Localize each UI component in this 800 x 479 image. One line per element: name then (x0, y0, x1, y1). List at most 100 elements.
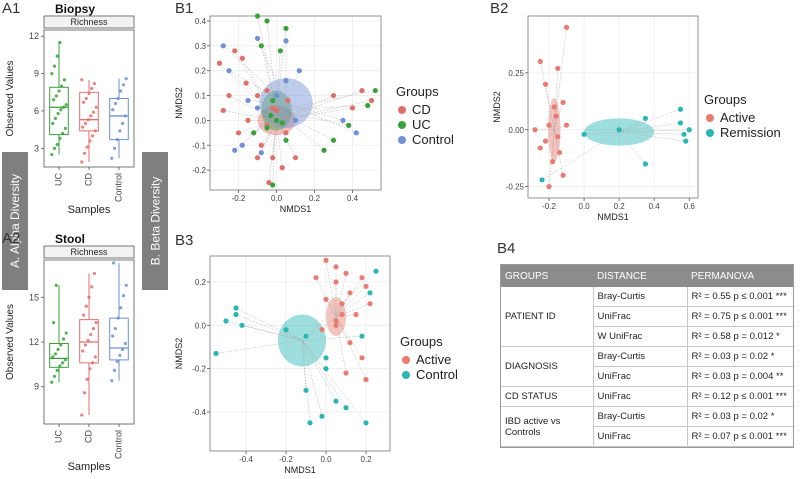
data-point (82, 100, 86, 104)
spider-line (257, 95, 277, 121)
distance-cell: UniFrac (593, 366, 688, 387)
point-uc (264, 125, 270, 131)
point-control (343, 405, 349, 411)
data-point (54, 283, 58, 287)
point-uc (270, 182, 276, 188)
data-point (93, 129, 97, 133)
data-point (82, 151, 87, 155)
data-point (53, 116, 58, 121)
data-point (61, 337, 66, 341)
point-active (363, 283, 369, 289)
spider-line (335, 314, 357, 317)
point-active (560, 99, 566, 106)
data-point (63, 358, 67, 362)
spider-line (276, 110, 287, 141)
spider-line (335, 316, 347, 374)
table-row: DIAGNOSIS Bray-Curtis R² = 0.03 p = 0.02 * (501, 346, 793, 387)
point-active (313, 275, 319, 281)
point-cd (254, 92, 261, 99)
beta-diversity-tab: B. Beta Diversity (142, 152, 168, 290)
spider-line (276, 110, 349, 126)
col-header-groups: GROUPS (501, 265, 593, 287)
point-active (333, 279, 339, 285)
spider-line (301, 335, 363, 341)
x-tick-label: UC (53, 173, 63, 186)
data-point (86, 118, 90, 122)
permanova-cell: R² = 0.75 p ≤ 0.001 *** (687, 306, 793, 327)
y-tick-label: -0.4 (192, 408, 206, 417)
legend-swatch-cd (398, 106, 406, 114)
point-active (339, 311, 345, 318)
spider-line (619, 122, 681, 133)
spider-line (618, 131, 646, 165)
spider-line (301, 340, 323, 417)
x-tick-label: CD (83, 430, 93, 443)
legend-swatch-remission (706, 129, 714, 137)
distance-cell: UniFrac (593, 426, 688, 447)
point-active (532, 127, 538, 133)
point-active (333, 322, 339, 328)
point-active (553, 113, 559, 119)
x-axis-title: Samples (68, 461, 111, 473)
spider-line (619, 131, 686, 142)
point-uc (321, 147, 327, 153)
data-point (88, 139, 92, 143)
point-cd (266, 179, 272, 186)
x-tick-label: 0.0 (579, 202, 591, 211)
spider-line (325, 260, 337, 317)
spider-line (241, 325, 303, 341)
point-control (239, 322, 245, 328)
data-point (81, 125, 85, 129)
table-row: UniFrac R² = 0.07 p ≤ 0.001 *** (501, 426, 793, 447)
data-point (53, 352, 58, 356)
spider-line (276, 120, 283, 168)
point-active (537, 58, 543, 65)
box-cd (79, 319, 99, 364)
y-tick-label: -0.25 (506, 183, 525, 192)
point-cd (243, 80, 249, 86)
x-tick-label: 0.4 (649, 202, 661, 211)
x-tick-label: 0.2 (360, 455, 372, 464)
point-control (273, 92, 280, 99)
data-point (123, 341, 127, 346)
permanova-cell: R² = 0.03 p = 0.004 ** (687, 366, 793, 387)
point-active (542, 81, 549, 87)
data-point (91, 361, 95, 365)
point-control (363, 420, 369, 426)
spider-line (301, 340, 367, 423)
spider-line (276, 120, 296, 158)
point-active (551, 104, 557, 110)
x-tick-label: -0.2 (542, 202, 556, 211)
point-uc (268, 112, 274, 119)
data-point (116, 316, 120, 320)
data-point (61, 361, 65, 365)
data-point (50, 71, 54, 76)
data-point (94, 105, 98, 109)
point-active (323, 296, 329, 302)
table-row: UniFrac R² = 0.03 p = 0.004 ** (501, 366, 793, 387)
spider-line (301, 340, 337, 402)
y-axis-title: NMDS2 (174, 87, 184, 119)
legend-swatch-uc (398, 121, 406, 129)
spider-line (554, 116, 557, 130)
spider-line (276, 95, 334, 121)
point-cd (239, 55, 245, 61)
spider-line (321, 316, 337, 330)
point-cd (216, 60, 223, 66)
point-active (319, 327, 325, 333)
spider-line (554, 129, 560, 153)
point-control (359, 333, 365, 339)
legend-title: Groups (400, 334, 443, 349)
spider-line (223, 110, 277, 121)
x-tick-label: 0.4 (347, 194, 359, 203)
point-uc (365, 102, 371, 109)
table-row: IBD active vs Controls Bray-Curtis R² = 0.… (501, 406, 793, 447)
spider-line (225, 320, 303, 341)
spider-line (285, 102, 344, 121)
plot-border (527, 15, 699, 199)
data-point (115, 138, 119, 142)
point-active (367, 301, 373, 307)
x-tick-label: UC (53, 430, 63, 443)
data-point (85, 377, 89, 381)
